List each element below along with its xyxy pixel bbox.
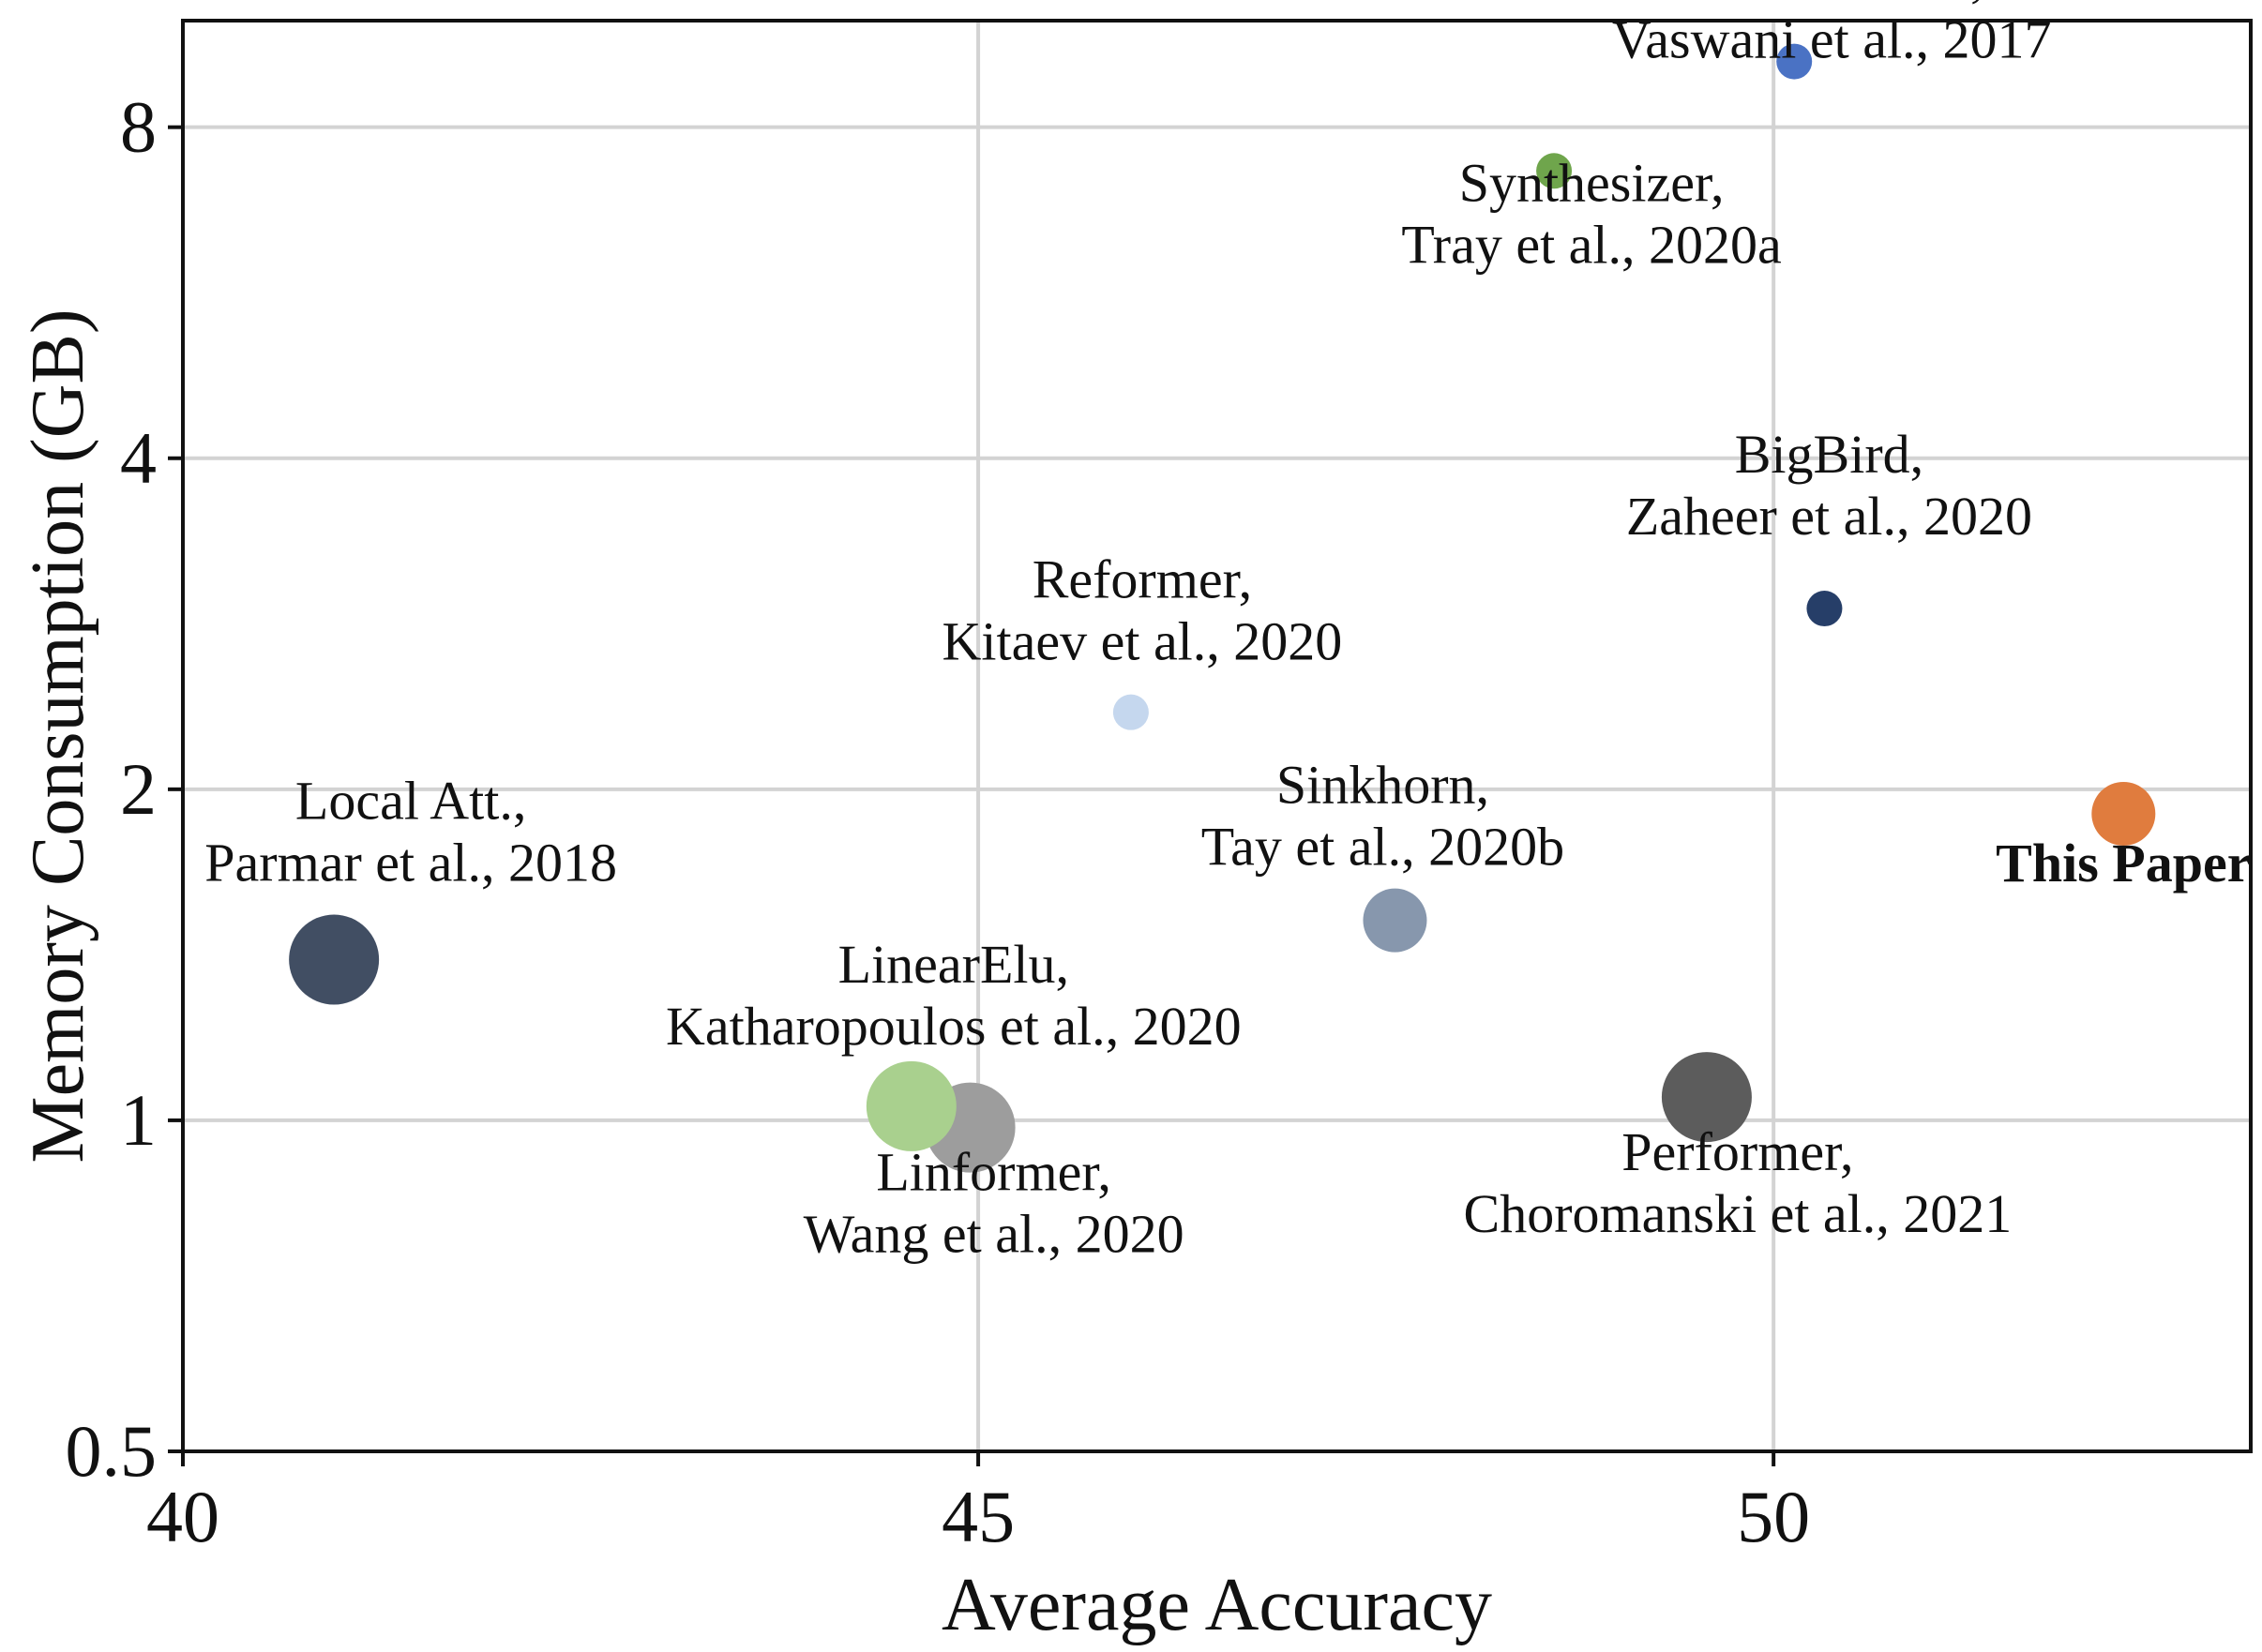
x-axis-title: Average Accuracy <box>942 1564 1492 1646</box>
y-tick-label: 2 <box>120 748 157 830</box>
point-label: Choromanski et al., 2021 <box>1464 1183 2013 1244</box>
point-label: Zaheer et al., 2020 <box>1626 486 2032 547</box>
point-label: Synthesizer, <box>1459 152 1725 213</box>
point-label: BigBird, <box>1735 424 1923 485</box>
data-point <box>1806 591 1843 627</box>
point-label: Parmar et al., 2018 <box>204 833 617 894</box>
data-point <box>1776 43 1813 80</box>
point-label: Linformer, <box>876 1142 1111 1203</box>
data-point <box>1661 1052 1752 1143</box>
grid <box>183 21 2251 1451</box>
point-label: LinearElu, <box>838 934 1069 995</box>
data-point <box>866 1060 957 1151</box>
point-label: Performer, <box>1621 1121 1853 1182</box>
point-label: Tray et al., 2020a <box>1401 214 1781 275</box>
y-axis-title: Memory Consumption (GB) <box>17 308 99 1163</box>
point-label: Wang et al., 2020 <box>804 1204 1184 1265</box>
y-tick-label: 1 <box>120 1079 157 1161</box>
point-label: Katharopoulos et al., 2020 <box>666 996 1242 1057</box>
plot-frame <box>181 19 2253 1453</box>
data-point <box>1112 694 1149 730</box>
point-label: Reformer, <box>1033 549 1252 610</box>
point-label: Vaswani et al., 2017 <box>1612 9 2052 70</box>
point-labels: Transformers,Vaswani et al., 2017 Synthes… <box>204 0 2251 1265</box>
y-tick-label: 8 <box>120 86 157 168</box>
data-point <box>1536 153 1573 189</box>
point-label: Local Att., <box>295 771 526 832</box>
data-point <box>1363 888 1427 953</box>
x-tick-label: 50 <box>1737 1476 1810 1557</box>
point-label: Tay et al., 2020b <box>1201 817 1564 878</box>
y-tick-label: 4 <box>120 417 157 499</box>
y-tick-label: 0.5 <box>66 1410 158 1492</box>
x-tick-label: 45 <box>942 1476 1015 1557</box>
point-label: Sinkhorn, <box>1276 755 1489 816</box>
x-tick-label: 40 <box>146 1476 219 1557</box>
point-label: This Paper <box>1996 833 2251 894</box>
point-label: Kitaev et al., 2020 <box>942 611 1342 672</box>
data-point <box>2091 781 2156 846</box>
axes: 40 45 50 0.5 1 2 4 8 <box>66 19 2253 1557</box>
points <box>289 43 2156 1173</box>
data-point <box>289 914 380 1005</box>
point-label: Transformers, <box>1680 0 1984 8</box>
